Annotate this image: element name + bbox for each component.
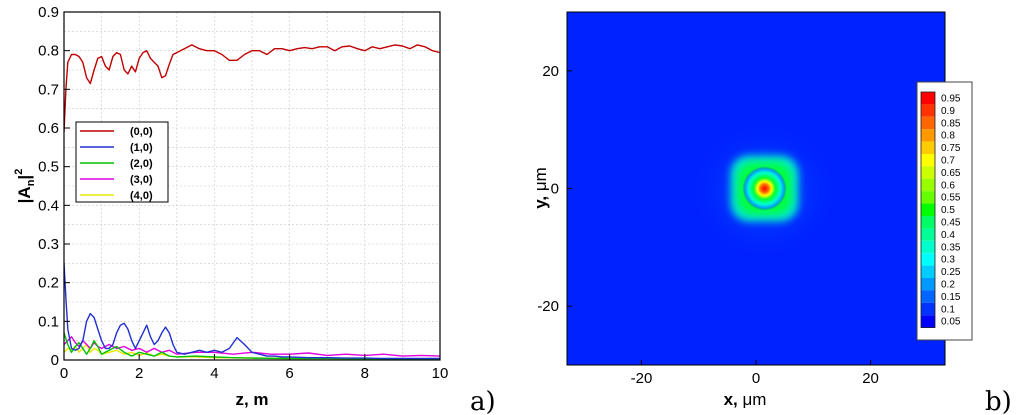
colorbar-label: 0.8 bbox=[941, 131, 955, 142]
colorbar-swatch bbox=[921, 290, 935, 303]
colorbar-swatch bbox=[921, 154, 935, 167]
legend-box bbox=[75, 121, 169, 203]
colorbar-label: 0.1 bbox=[941, 304, 955, 315]
plot-frame bbox=[63, 11, 441, 361]
colorbar-label: 0.95 bbox=[941, 94, 961, 105]
heatmap-y-tick-label: 20 bbox=[542, 63, 559, 80]
colorbar-label: 0.15 bbox=[941, 292, 961, 303]
colorbar-label: 0.25 bbox=[941, 267, 961, 278]
colorbar-swatch bbox=[921, 253, 935, 266]
legend-entry: (3,0) bbox=[130, 174, 153, 186]
heatmap-x-tick-label: -20 bbox=[631, 370, 653, 387]
tick-labels: 0 2 4 6 8 10 0 0.1 0.2 0.3 0.4 0.5 0.6 0.7 0.8 0.9 bbox=[38, 4, 448, 382]
colorbar-label: 0.9 bbox=[941, 106, 955, 117]
colorbar-swatch bbox=[921, 302, 935, 316]
colorbar-swatch bbox=[921, 129, 935, 142]
colorbar-label: 0.7 bbox=[941, 156, 955, 167]
y-tick-label: 0.9 bbox=[38, 4, 59, 21]
colorbar-swatch bbox=[921, 228, 935, 241]
legend-entry: (2,0) bbox=[130, 158, 153, 170]
y-tick-label: 0 bbox=[51, 352, 59, 369]
y-tick-label: 0.6 bbox=[38, 120, 59, 137]
colorbar-swatch bbox=[921, 315, 935, 328]
colorbar-swatch bbox=[921, 216, 935, 229]
x-axis-label: z, m bbox=[235, 390, 268, 409]
colorbar-label: 0.55 bbox=[941, 193, 961, 204]
heatmap-x-axis-label: x, μm bbox=[724, 390, 767, 409]
colorbar-swatch bbox=[921, 116, 935, 130]
colorbar-swatch bbox=[921, 203, 935, 216]
colorbar-swatch bbox=[921, 191, 935, 204]
colorbar-label: 0.6 bbox=[941, 180, 955, 191]
legend: (0,0) (1,0) (2,0) (3,0) (4,0) bbox=[75, 121, 169, 203]
colorbar-swatch bbox=[921, 166, 935, 179]
colorbar-label: 0.35 bbox=[941, 242, 961, 253]
heatmap-y-axis-label: y, μm bbox=[531, 167, 550, 209]
colorbar-swatch bbox=[921, 240, 935, 254]
y-tick-label: 0.1 bbox=[38, 313, 59, 330]
heatmap-y-tick-label: -20 bbox=[537, 298, 559, 315]
colorbar-label: 0.2 bbox=[941, 280, 955, 291]
colorbar-label: 0.3 bbox=[941, 255, 955, 266]
y-tick-label: 0.3 bbox=[38, 236, 59, 253]
panel-label-a: a) bbox=[470, 387, 496, 415]
colorbar-label: 0.4 bbox=[941, 230, 955, 241]
heatmap-marks bbox=[689, 120, 840, 261]
x-tick-label: 10 bbox=[432, 365, 449, 382]
colorbar-frame bbox=[920, 91, 936, 329]
x-tick-label: 0 bbox=[60, 365, 68, 382]
colorbar-swatch bbox=[921, 265, 935, 278]
y-tick-label: 0.5 bbox=[38, 159, 59, 176]
y-axis-label: |An|2 bbox=[13, 169, 37, 204]
x-tick-label: 6 bbox=[285, 365, 293, 382]
colorbar-swatch bbox=[921, 92, 935, 105]
y-tick-label: 0.7 bbox=[38, 81, 59, 98]
colorbar-swatch bbox=[921, 141, 935, 154]
heatmap-y-tick-label: 0 bbox=[551, 181, 559, 198]
series-line-3 bbox=[64, 332, 440, 360]
colorbar-label: 0.5 bbox=[941, 205, 955, 216]
series-line-4 bbox=[64, 336, 440, 357]
colorbar-label: 0.65 bbox=[941, 168, 961, 179]
colorbar: 0.950.90.850.80.750.70.650.60.550.50.450… bbox=[916, 81, 973, 341]
x-tick-label: 2 bbox=[135, 365, 143, 382]
colorbar-label: 0.05 bbox=[941, 317, 961, 328]
colorbar-label: 0.75 bbox=[941, 143, 961, 154]
y-tick-label: 0.4 bbox=[38, 197, 59, 214]
heatmap-peak bbox=[742, 166, 787, 211]
series-group bbox=[64, 44, 440, 360]
colorbar-swatch bbox=[921, 278, 935, 291]
legend-entry: (1,0) bbox=[130, 142, 153, 154]
heatmap-x-tick-label: 0 bbox=[752, 370, 760, 387]
heatmap-x-tick-label: 20 bbox=[862, 370, 879, 387]
colorbar-swatch bbox=[921, 178, 935, 192]
x-tick-label: 8 bbox=[361, 365, 369, 382]
panel-label-b: b) bbox=[985, 387, 1012, 415]
series-line-1 bbox=[64, 44, 440, 132]
y-tick-label: 0.2 bbox=[38, 275, 59, 292]
line-chart-panel: 0 2 4 6 8 10 0 0.1 0.2 0.3 0.4 0.5 0.6 0.7 0.8 0.9 z, m… bbox=[13, 4, 496, 415]
colorbar-label: 0.85 bbox=[941, 118, 961, 129]
colorbar-swatch bbox=[921, 104, 935, 117]
colorbar-label: 0.45 bbox=[941, 218, 961, 229]
y-tick-label: 0.8 bbox=[38, 43, 59, 60]
series-line-2 bbox=[64, 263, 440, 360]
x-tick-label: 4 bbox=[210, 365, 218, 382]
legend-entry: (0,0) bbox=[130, 126, 153, 138]
legend-entry: (4,0) bbox=[130, 190, 153, 202]
heatmap-tick-labels: -20 0 20 -20 0 20 bbox=[537, 63, 879, 387]
